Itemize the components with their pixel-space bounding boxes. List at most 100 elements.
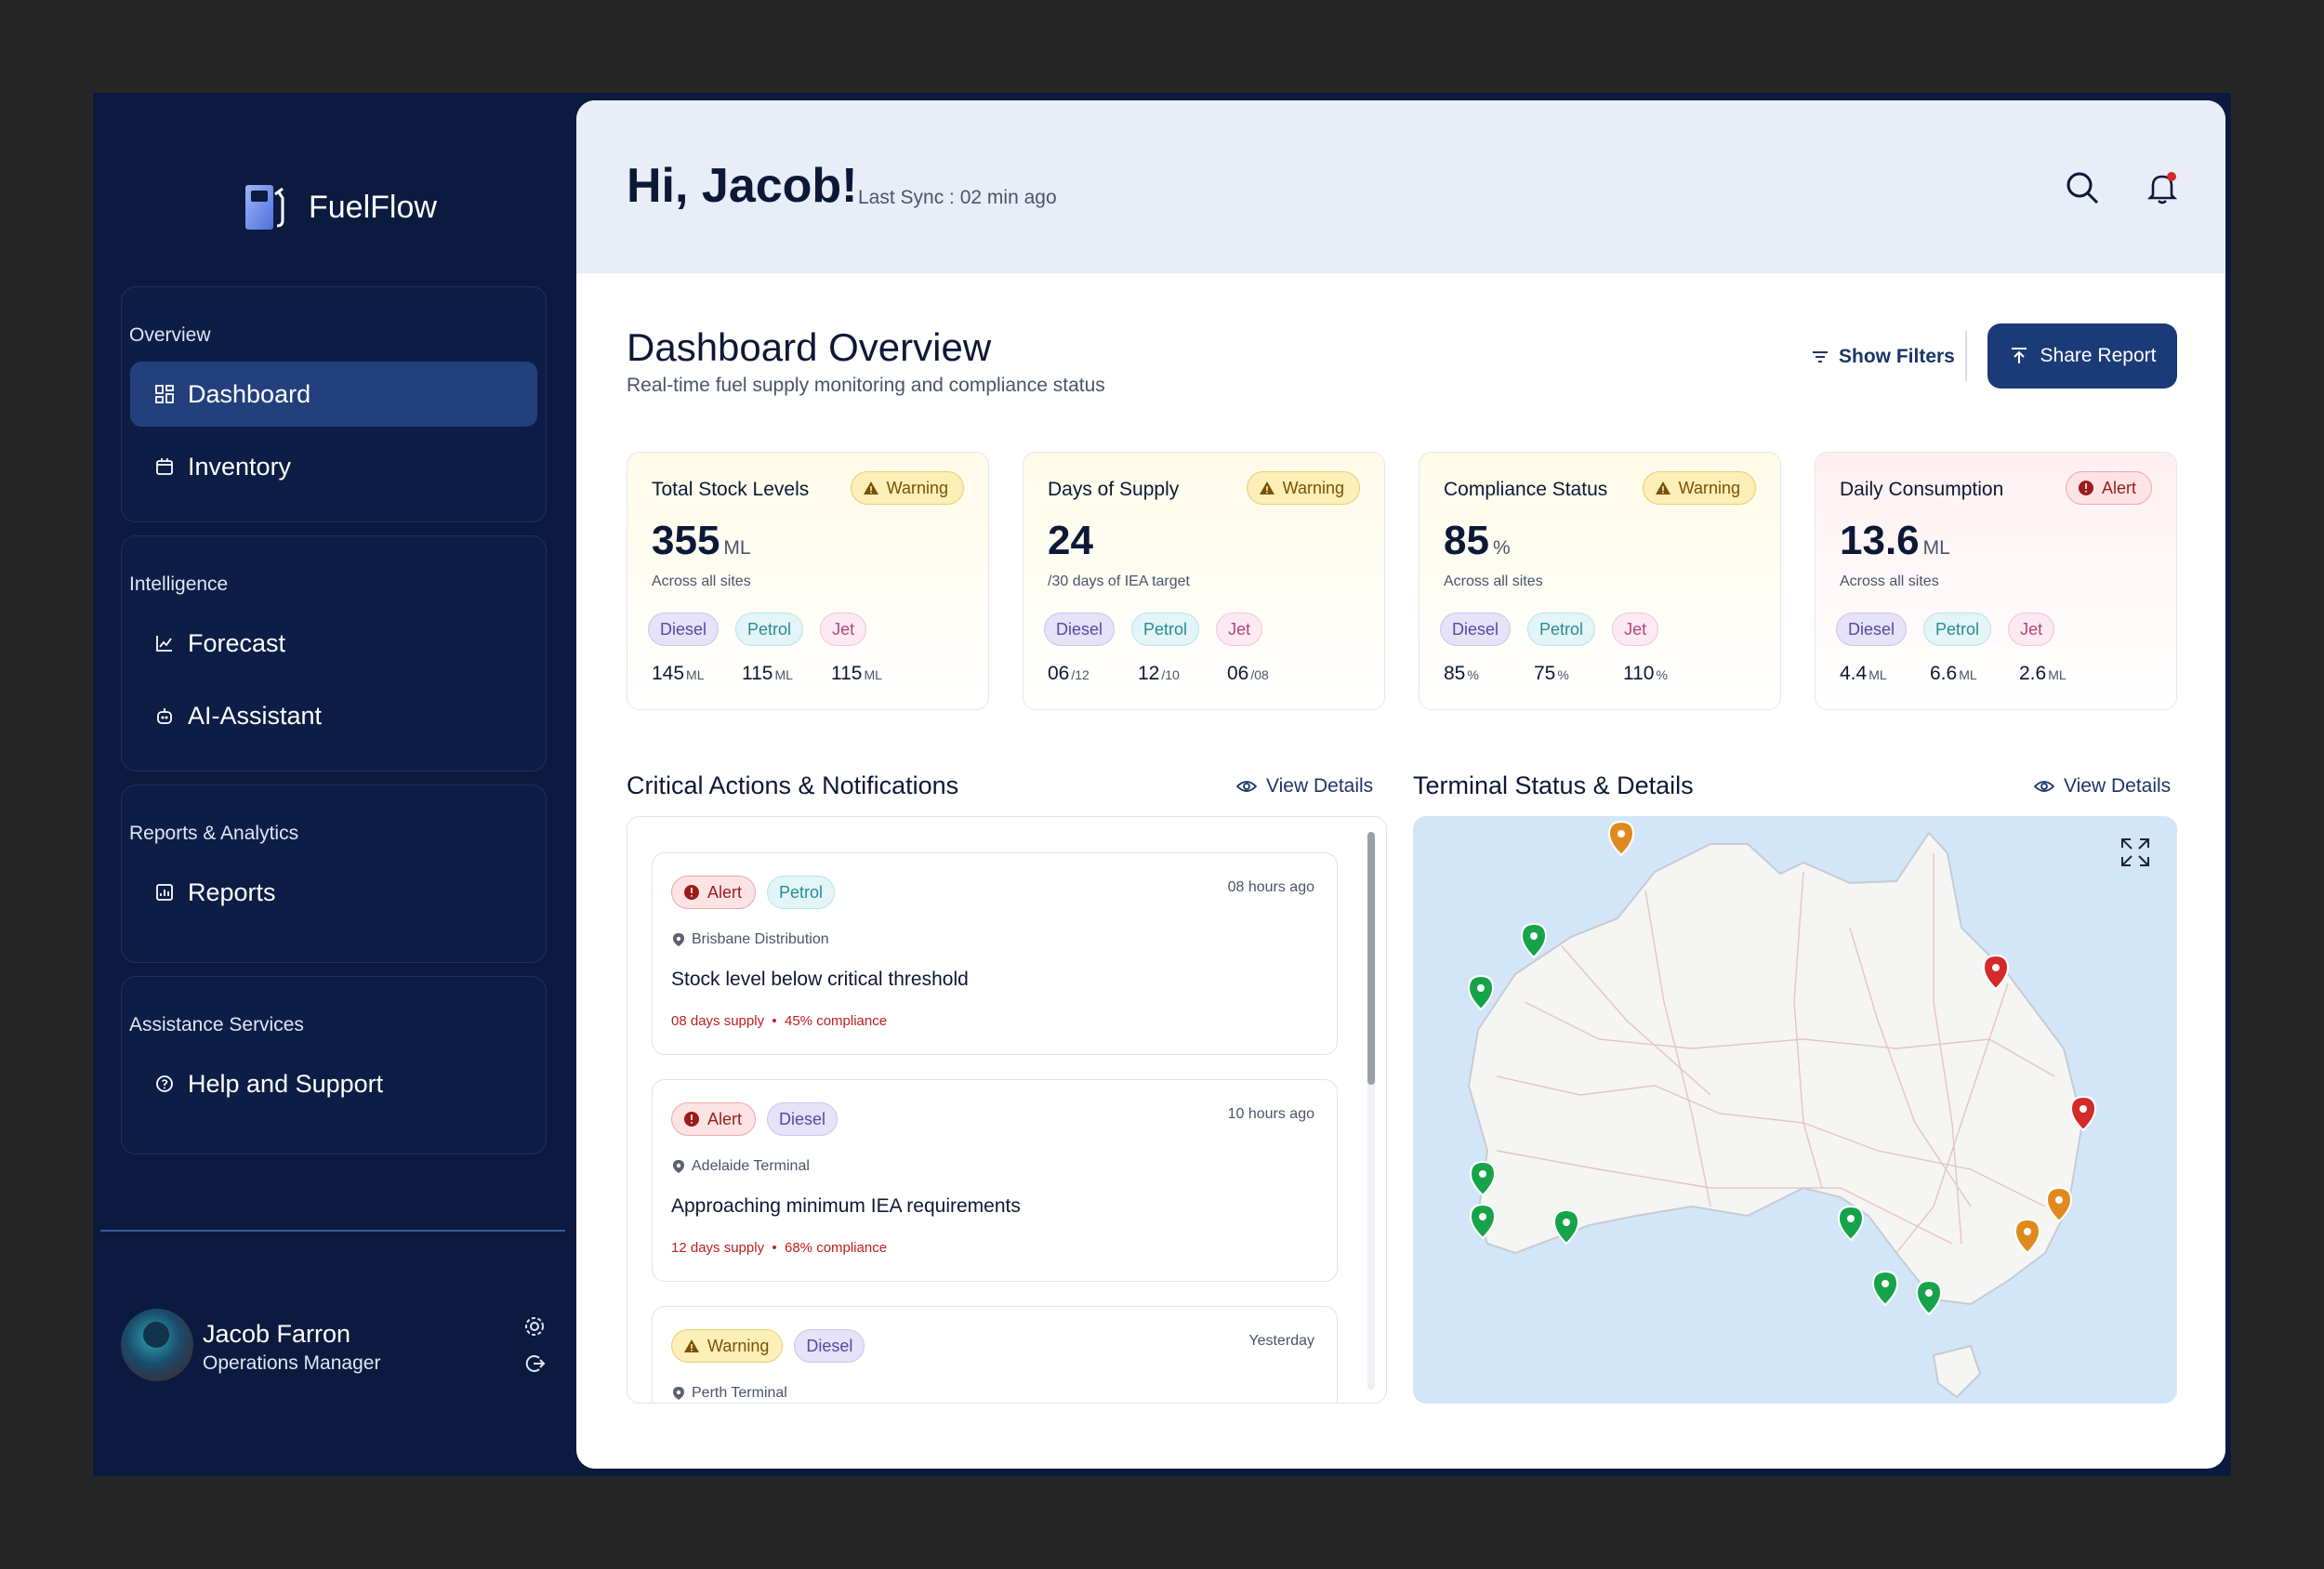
map-pin-icon (1871, 1270, 1899, 1307)
brand-name: FuelFlow (309, 189, 437, 225)
notification-card[interactable]: Warning Diesel Yesterday Perth Terminal (652, 1306, 1338, 1403)
map-pin-icon (1982, 954, 2010, 991)
kpi-title: Total Stock Levels (652, 479, 810, 500)
terminal-pin-alert[interactable] (2069, 1095, 2097, 1132)
terminal-pin-warning[interactable] (2014, 1218, 2041, 1255)
terminal-pin-ok[interactable] (1469, 1160, 1497, 1197)
scrollbar-thumb[interactable] (1367, 832, 1375, 1085)
sidebar-item-reports[interactable]: Reports (130, 860, 537, 925)
kpi-card-compliance[interactable]: Compliance Status Warning 85% Across all… (1419, 452, 1781, 710)
notification-badges: Alert Diesel (671, 1102, 838, 1136)
chip-jet: Jet (1612, 613, 1659, 646)
status-badge: Alert (671, 1102, 757, 1136)
warning-icon (1259, 481, 1274, 494)
map-pin-icon (1837, 1205, 1865, 1242)
logout-icon[interactable] (522, 1351, 547, 1376)
status-badge-label: Alert (2101, 478, 2136, 497)
page-title: Dashboard Overview (627, 325, 992, 369)
australia-map (1467, 831, 2084, 1399)
nav-group-title: Reports & Analytics (129, 823, 299, 844)
chip-diesel: Diesel (648, 613, 720, 646)
nav-group-title: Intelligence (129, 574, 229, 595)
notifications-view-details[interactable]: View Details (1236, 775, 1373, 798)
notifications-list[interactable]: Alert Petrol 08 hours ago Brisbane Distr… (627, 816, 1387, 1404)
notification-location: Brisbane Distribution (671, 931, 829, 948)
terminal-pin-ok[interactable] (1837, 1205, 1865, 1242)
kpi-subtext: /30 days of IEA target (1048, 574, 1190, 589)
fuel-chips: Diesel Petrol Jet (1044, 613, 1263, 646)
terminal-pin-ok[interactable] (1552, 1208, 1580, 1246)
notification-badges: Warning Diesel (671, 1329, 865, 1363)
terminal-pin-ok[interactable] (1915, 1279, 1943, 1316)
fuel-values: 4.4 ML 6.6 ML 2.6 ML (1840, 663, 2174, 691)
fuel-value-jet: 110% (1623, 663, 1668, 684)
notification-message: Approaching minimum IEA requirements (671, 1195, 1021, 1217)
terminals-view-details[interactable]: View Details (2034, 775, 2171, 798)
kpi-card-total-stock[interactable]: Total Stock Levels Warning 355 ML Across … (627, 452, 989, 710)
last-sync: Last Sync : 02 min ago (858, 187, 1057, 208)
kpi-title: Days of Supply (1048, 479, 1180, 500)
show-filters-button[interactable]: Show Filters (1811, 346, 1955, 368)
kpi-subtext: Across all sites (1840, 574, 1939, 589)
sidebar-item-inventory[interactable]: Inventory (130, 434, 537, 499)
kpi-subtext: Across all sites (652, 574, 751, 589)
chip-diesel: Diesel (1836, 613, 1908, 646)
report-icon (156, 884, 173, 901)
avatar[interactable] (121, 1309, 193, 1381)
status-badge: Alert (671, 876, 757, 909)
main-content: Hi, Jacob! Last Sync : 02 min ago Dashbo… (576, 100, 2225, 1469)
status-badge: Warning (671, 1329, 784, 1363)
terminal-map[interactable] (1413, 816, 2177, 1404)
terminal-pin-warning[interactable] (1607, 820, 1635, 857)
terminals-title: Terminal Status & Details (1413, 771, 1694, 799)
kpi-value: 355 ML (652, 518, 751, 564)
terminal-pin-ok[interactable] (1871, 1270, 1899, 1307)
warning-icon (684, 1339, 699, 1352)
notification-time: Yesterday (1248, 1333, 1314, 1349)
search-icon[interactable] (2064, 169, 2101, 206)
warning-icon (1655, 481, 1670, 494)
eye-icon (1236, 781, 1257, 792)
kpi-title: Compliance Status (1444, 479, 1608, 500)
status-badge: Alert (2065, 471, 2152, 505)
fuel-chip: Diesel (767, 1102, 838, 1136)
sidebar-item-ai-assistant[interactable]: AI-Assistant (130, 683, 537, 748)
kpi-card-days-of-supply[interactable]: Days of Supply Warning 24 /30 days of IE… (1023, 452, 1385, 710)
status-badge-label: Warning (886, 478, 948, 497)
grid-icon (155, 385, 174, 403)
kpi-card-daily-consumption[interactable]: Daily Consumption Alert 13.6 ML Across al… (1815, 452, 2177, 710)
sidebar-item-help[interactable]: Help and Support (130, 1051, 537, 1116)
gear-icon[interactable] (522, 1314, 547, 1338)
user-profile: Jacob Farron Operations Manager (121, 1309, 558, 1383)
fuel-chip: Petrol (767, 876, 836, 909)
share-report-button[interactable]: Share Report (1987, 323, 2177, 389)
terminal-pin-warning[interactable] (2045, 1186, 2073, 1223)
fuel-value-petrol: 75% (1534, 663, 1569, 684)
terminal-pin-alert[interactable] (1982, 954, 2010, 991)
fuel-value-diesel: 145 ML (652, 663, 705, 684)
sidebar-item-dashboard[interactable]: Dashboard (130, 362, 537, 427)
fuel-chips: Diesel Petrol Jet (1836, 613, 2055, 646)
sidebar-item-forecast[interactable]: Forecast (130, 611, 537, 676)
kpi-unit: ML (1922, 537, 1950, 559)
notification-location: Adelaide Terminal (671, 1158, 810, 1175)
scrollbar-track[interactable] (1367, 832, 1375, 1390)
fuel-chips: Diesel Petrol Jet (1440, 613, 1659, 646)
terminal-pin-ok[interactable] (1467, 974, 1495, 1011)
kpi-value: 85% (1444, 518, 1511, 564)
terminal-pin-ok[interactable] (1469, 1203, 1497, 1240)
share-report-label: Share Report (2040, 345, 2157, 366)
greeting: Hi, Jacob! (627, 159, 858, 213)
bell-icon[interactable] (2144, 169, 2181, 206)
expand-icon[interactable] (2119, 837, 2151, 868)
nav-group-intelligence: Intelligence Forecast AI-Assistant (121, 535, 547, 771)
notification-card[interactable]: Alert Diesel 10 hours ago Adelaide Termi… (652, 1079, 1338, 1282)
chip-petrol: Petrol (1131, 613, 1200, 646)
sidebar: FuelFlow Overview Dashboard Inventory In… (93, 93, 576, 1476)
fuel-values: 06/12 12/10 06/08 (1048, 663, 1382, 691)
notification-card[interactable]: Alert Petrol 08 hours ago Brisbane Distr… (652, 852, 1338, 1055)
brand-logo[interactable]: FuelFlow (242, 181, 437, 233)
status-badge-label: Warning (1282, 478, 1344, 497)
map-pin-icon (1467, 974, 1495, 1011)
terminal-pin-ok[interactable] (1520, 922, 1548, 959)
